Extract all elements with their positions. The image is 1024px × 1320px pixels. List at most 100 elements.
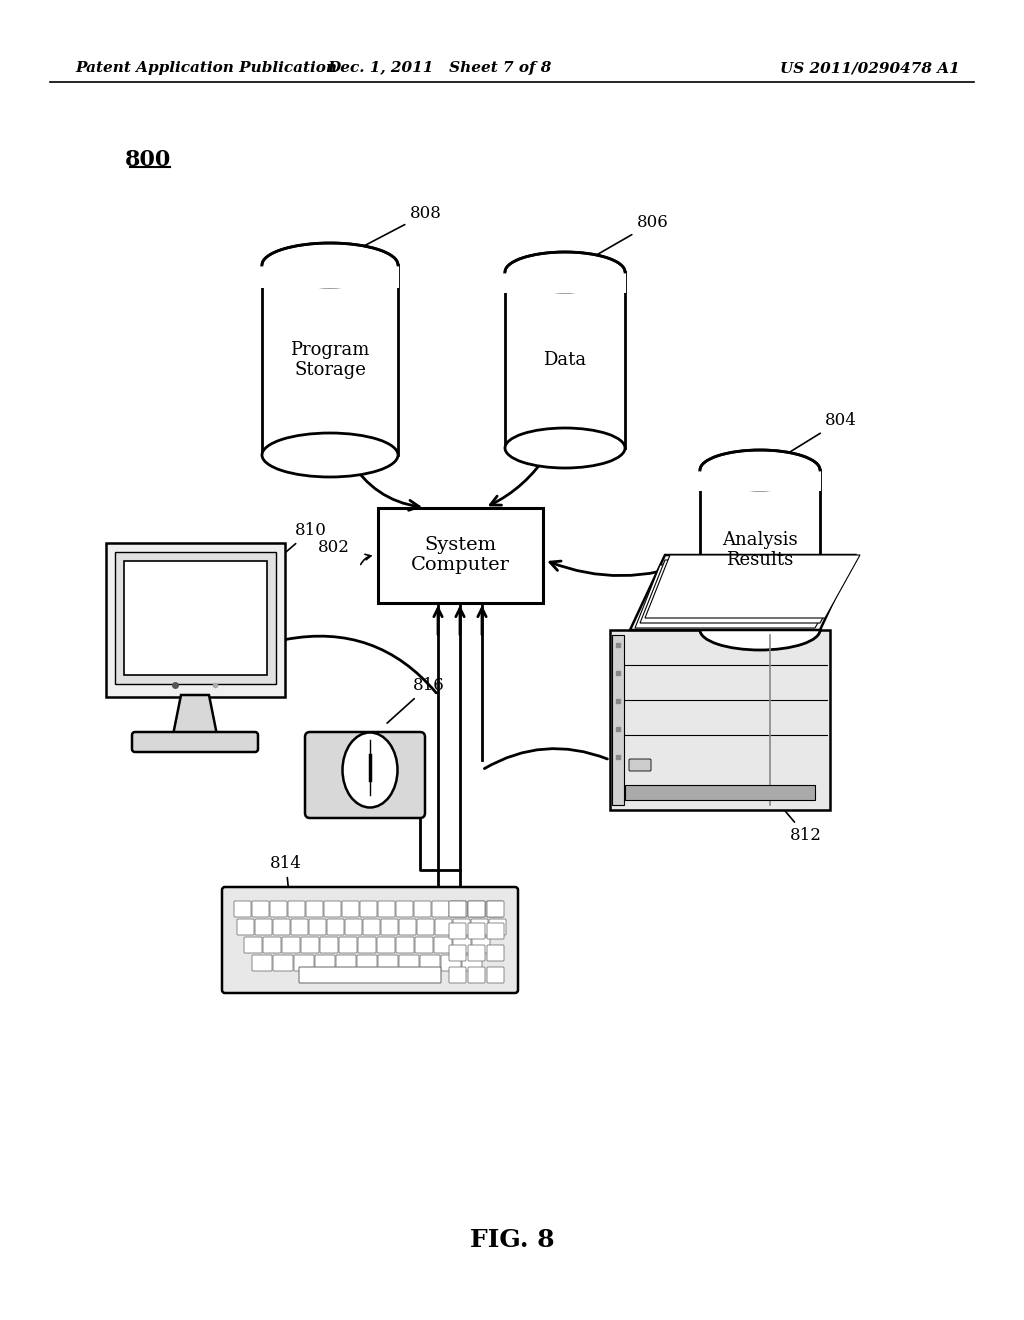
FancyBboxPatch shape <box>487 945 504 961</box>
Text: Analysis
Results: Analysis Results <box>722 531 798 569</box>
Text: 802: 802 <box>317 539 349 556</box>
FancyBboxPatch shape <box>299 968 441 983</box>
FancyBboxPatch shape <box>234 902 251 917</box>
Text: Data: Data <box>544 351 587 370</box>
FancyBboxPatch shape <box>449 968 466 983</box>
FancyBboxPatch shape <box>282 937 300 953</box>
FancyBboxPatch shape <box>449 945 466 961</box>
Polygon shape <box>640 560 855 623</box>
FancyBboxPatch shape <box>273 919 290 935</box>
FancyBboxPatch shape <box>434 937 452 953</box>
FancyBboxPatch shape <box>270 902 287 917</box>
FancyBboxPatch shape <box>396 902 413 917</box>
FancyBboxPatch shape <box>252 954 272 972</box>
FancyBboxPatch shape <box>378 954 398 972</box>
Polygon shape <box>504 272 626 293</box>
FancyBboxPatch shape <box>610 630 830 810</box>
FancyBboxPatch shape <box>453 919 470 935</box>
Polygon shape <box>630 554 855 630</box>
FancyBboxPatch shape <box>612 635 624 805</box>
Text: System
Computer: System Computer <box>411 536 509 574</box>
FancyBboxPatch shape <box>462 954 482 972</box>
FancyBboxPatch shape <box>315 954 335 972</box>
FancyBboxPatch shape <box>291 919 308 935</box>
Polygon shape <box>635 565 850 628</box>
Text: 804: 804 <box>787 412 857 454</box>
FancyBboxPatch shape <box>399 919 416 935</box>
FancyBboxPatch shape <box>415 937 433 953</box>
FancyBboxPatch shape <box>468 902 485 917</box>
FancyBboxPatch shape <box>360 902 377 917</box>
Text: FIG. 8: FIG. 8 <box>470 1228 554 1251</box>
FancyBboxPatch shape <box>625 785 815 800</box>
FancyBboxPatch shape <box>449 902 466 917</box>
FancyBboxPatch shape <box>336 954 356 972</box>
FancyBboxPatch shape <box>362 919 380 935</box>
Polygon shape <box>699 470 821 491</box>
FancyBboxPatch shape <box>487 968 504 983</box>
FancyBboxPatch shape <box>396 937 414 953</box>
FancyBboxPatch shape <box>255 919 272 935</box>
FancyBboxPatch shape <box>306 902 323 917</box>
FancyBboxPatch shape <box>288 902 305 917</box>
FancyBboxPatch shape <box>377 937 395 953</box>
FancyBboxPatch shape <box>487 902 504 917</box>
Text: 808: 808 <box>362 205 442 247</box>
FancyBboxPatch shape <box>324 902 341 917</box>
Text: 810: 810 <box>267 521 327 568</box>
Polygon shape <box>261 265 399 288</box>
FancyBboxPatch shape <box>435 919 452 935</box>
Ellipse shape <box>262 433 398 477</box>
Polygon shape <box>505 272 625 447</box>
FancyBboxPatch shape <box>432 902 449 917</box>
FancyBboxPatch shape <box>327 919 344 935</box>
FancyBboxPatch shape <box>263 937 281 953</box>
FancyBboxPatch shape <box>441 954 461 972</box>
FancyBboxPatch shape <box>342 902 359 917</box>
FancyBboxPatch shape <box>115 552 275 684</box>
FancyBboxPatch shape <box>381 919 398 935</box>
FancyBboxPatch shape <box>358 937 376 953</box>
FancyBboxPatch shape <box>132 733 258 752</box>
Ellipse shape <box>700 610 820 649</box>
FancyBboxPatch shape <box>339 937 357 953</box>
FancyBboxPatch shape <box>420 954 440 972</box>
FancyBboxPatch shape <box>222 887 518 993</box>
FancyBboxPatch shape <box>417 919 434 935</box>
FancyBboxPatch shape <box>453 937 471 953</box>
FancyBboxPatch shape <box>414 902 431 917</box>
FancyBboxPatch shape <box>378 507 543 602</box>
FancyBboxPatch shape <box>468 902 485 917</box>
FancyBboxPatch shape <box>244 937 262 953</box>
Polygon shape <box>173 696 217 735</box>
FancyBboxPatch shape <box>378 902 395 917</box>
FancyBboxPatch shape <box>472 937 490 953</box>
FancyBboxPatch shape <box>357 954 377 972</box>
FancyBboxPatch shape <box>124 561 266 675</box>
Ellipse shape <box>505 252 625 292</box>
Polygon shape <box>262 265 398 455</box>
FancyBboxPatch shape <box>471 919 488 935</box>
FancyBboxPatch shape <box>252 902 269 917</box>
FancyBboxPatch shape <box>294 954 314 972</box>
Text: 806: 806 <box>595 214 669 256</box>
FancyBboxPatch shape <box>468 945 485 961</box>
FancyBboxPatch shape <box>399 954 419 972</box>
FancyBboxPatch shape <box>449 923 466 939</box>
FancyBboxPatch shape <box>345 919 362 935</box>
FancyBboxPatch shape <box>105 543 285 697</box>
FancyBboxPatch shape <box>486 902 503 917</box>
FancyBboxPatch shape <box>487 923 504 939</box>
FancyBboxPatch shape <box>305 733 425 818</box>
Text: 814: 814 <box>270 855 302 903</box>
Ellipse shape <box>505 428 625 469</box>
FancyBboxPatch shape <box>319 937 338 953</box>
Ellipse shape <box>342 733 397 808</box>
FancyBboxPatch shape <box>468 923 485 939</box>
FancyBboxPatch shape <box>489 919 506 935</box>
FancyBboxPatch shape <box>301 937 319 953</box>
FancyBboxPatch shape <box>237 919 254 935</box>
Polygon shape <box>700 470 820 630</box>
Text: Program
Storage: Program Storage <box>291 341 370 379</box>
Text: 800: 800 <box>125 149 171 172</box>
